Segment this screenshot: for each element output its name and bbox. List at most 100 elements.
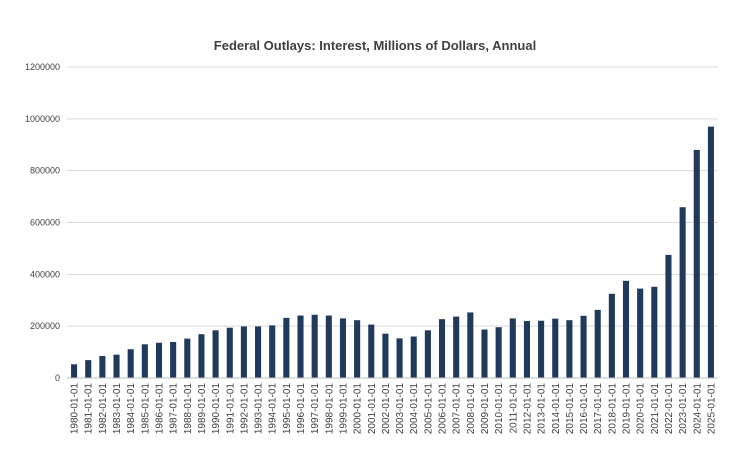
bars bbox=[71, 126, 714, 378]
gridlines bbox=[67, 66, 718, 327]
x-tick-label: 1993-01-01 bbox=[254, 383, 265, 435]
x-tick-label: 1981-01-01 bbox=[84, 383, 95, 435]
x-tick-label: 2006-01-01 bbox=[438, 383, 449, 435]
y-tick-label: 600000 bbox=[30, 218, 60, 228]
bar-1999-01-01 bbox=[339, 318, 347, 378]
bar-2015-01-01 bbox=[566, 320, 573, 378]
bar-1998-01-01 bbox=[325, 315, 332, 378]
bar-2025-01-01 bbox=[707, 126, 714, 378]
bar-1986-01-01 bbox=[155, 342, 163, 378]
bar-1995-01-01 bbox=[283, 317, 290, 378]
x-axis-ticks: 1980-01-01 1981-01-01 1982-01-01 1983-01-01… bbox=[70, 383, 718, 435]
x-tick-label: 1984-01-01 bbox=[126, 383, 137, 435]
bar-2009-01-01 bbox=[481, 329, 488, 378]
bar-2007-01-01 bbox=[453, 316, 460, 378]
x-tick-label: 1995-01-01 bbox=[282, 383, 293, 435]
x-tick-label: 2015-01-01 bbox=[565, 383, 576, 435]
x-tick-label: 1994-01-01 bbox=[268, 383, 279, 435]
bar-1983-01-01 bbox=[113, 354, 120, 378]
x-tick-label: 2011-01-01 bbox=[508, 383, 519, 434]
bar-2008-01-01 bbox=[467, 312, 474, 378]
x-tick-label: 1989-01-01 bbox=[197, 383, 208, 435]
x-tick-label: 2010-01-01 bbox=[494, 383, 505, 435]
x-tick-label: 2012-01-01 bbox=[522, 383, 533, 435]
bar-2024-01-01 bbox=[693, 149, 700, 378]
x-tick-label: 1999-01-01 bbox=[338, 383, 349, 435]
x-tick-label: 2023-01-01 bbox=[678, 383, 689, 435]
bar-1992-01-01 bbox=[240, 326, 247, 378]
x-tick-label: 1980-01-01 bbox=[70, 383, 81, 435]
bar-2000-01-01 bbox=[354, 320, 361, 378]
x-tick-label: 1985-01-01 bbox=[140, 383, 151, 435]
y-axis-ticks: 0 200000 400000 600000 800000 1000000 1200000 bbox=[25, 62, 60, 383]
bar-2010-01-01 bbox=[495, 327, 502, 378]
bar-1981-01-01 bbox=[85, 360, 92, 378]
bar-2013-01-01 bbox=[538, 320, 545, 378]
y-tick-label: 200000 bbox=[30, 321, 60, 331]
x-tick-label: 1998-01-01 bbox=[324, 383, 335, 435]
x-tick-label: 2005-01-01 bbox=[423, 383, 434, 435]
bar-2006-01-01 bbox=[438, 319, 446, 378]
x-tick-label: 2014-01-01 bbox=[551, 383, 562, 435]
bar-1987-01-01 bbox=[170, 341, 177, 378]
x-tick-label: 1990-01-01 bbox=[211, 383, 222, 435]
bar-2021-01-01 bbox=[651, 286, 658, 378]
bar-2014-01-01 bbox=[552, 318, 559, 378]
x-tick-label: 2020-01-01 bbox=[636, 383, 647, 435]
bar-1985-01-01 bbox=[141, 344, 148, 378]
x-tick-label: 2004-01-01 bbox=[409, 383, 420, 435]
x-tick-label: 2013-01-01 bbox=[537, 383, 548, 435]
x-tick-label: 2022-01-01 bbox=[664, 383, 675, 435]
bar-1990-01-01 bbox=[212, 330, 219, 378]
x-tick-label: 2024-01-01 bbox=[692, 383, 703, 435]
bar-2002-01-01 bbox=[382, 333, 389, 378]
x-tick-label: 2002-01-01 bbox=[381, 383, 392, 435]
x-tick-label: 1987-01-01 bbox=[169, 383, 180, 435]
chart-title: Federal Outlays: Interest, Millions of D… bbox=[214, 38, 536, 53]
x-tick-label: 1992-01-01 bbox=[239, 383, 250, 435]
y-tick-label: 1000000 bbox=[25, 114, 60, 124]
x-tick-label: 2016-01-01 bbox=[579, 383, 590, 435]
bar-2005-01-01 bbox=[424, 330, 431, 378]
x-tick-label: 2008-01-01 bbox=[466, 383, 477, 435]
bar-2017-01-01 bbox=[594, 309, 601, 378]
x-tick-label: 2000-01-01 bbox=[353, 383, 364, 435]
bar-1996-01-01 bbox=[297, 315, 304, 378]
x-tick-label: 2017-01-01 bbox=[593, 383, 604, 435]
x-tick-label: 1982-01-01 bbox=[98, 383, 109, 435]
x-tick-label: 2003-01-01 bbox=[395, 383, 406, 435]
bar-1991-01-01 bbox=[226, 327, 233, 378]
x-tick-label: 1986-01-01 bbox=[154, 383, 165, 435]
x-tick-label: 2007-01-01 bbox=[452, 383, 463, 435]
bar-1989-01-01 bbox=[198, 334, 205, 378]
y-tick-label: 1200000 bbox=[25, 62, 60, 72]
bar-2003-01-01 bbox=[396, 338, 403, 378]
x-tick-label: 2009-01-01 bbox=[480, 383, 491, 435]
bar-2022-01-01 bbox=[665, 254, 672, 378]
bar-1984-01-01 bbox=[127, 349, 134, 378]
bar-2018-01-01 bbox=[608, 293, 615, 378]
x-tick-label: 1991-01-01 bbox=[225, 383, 236, 435]
x-tick-label: 1997-01-01 bbox=[310, 383, 321, 435]
bar-2016-01-01 bbox=[580, 315, 587, 378]
bar-1988-01-01 bbox=[184, 338, 191, 378]
x-tick-label: 1983-01-01 bbox=[112, 383, 123, 435]
x-tick-label: 2018-01-01 bbox=[607, 383, 618, 435]
x-tick-label: 1996-01-01 bbox=[296, 383, 307, 435]
bar-2011-01-01 bbox=[509, 318, 516, 378]
bar-2012-01-01 bbox=[523, 320, 530, 378]
y-tick-label: 800000 bbox=[30, 166, 60, 176]
x-tick-label: 2021-01-01 bbox=[650, 383, 661, 435]
bar-1980-01-01 bbox=[71, 364, 78, 378]
bar-1997-01-01 bbox=[311, 314, 318, 378]
bar-2004-01-01 bbox=[410, 336, 417, 378]
bar-2023-01-01 bbox=[679, 207, 686, 378]
bar-1993-01-01 bbox=[255, 326, 262, 378]
x-tick-label: 2025-01-01 bbox=[706, 383, 717, 435]
bar-1982-01-01 bbox=[99, 355, 106, 378]
bar-2020-01-01 bbox=[637, 288, 644, 378]
x-tick-label: 2001-01-01 bbox=[367, 383, 378, 435]
bar-1994-01-01 bbox=[269, 325, 276, 378]
bar-2019-01-01 bbox=[622, 280, 630, 378]
